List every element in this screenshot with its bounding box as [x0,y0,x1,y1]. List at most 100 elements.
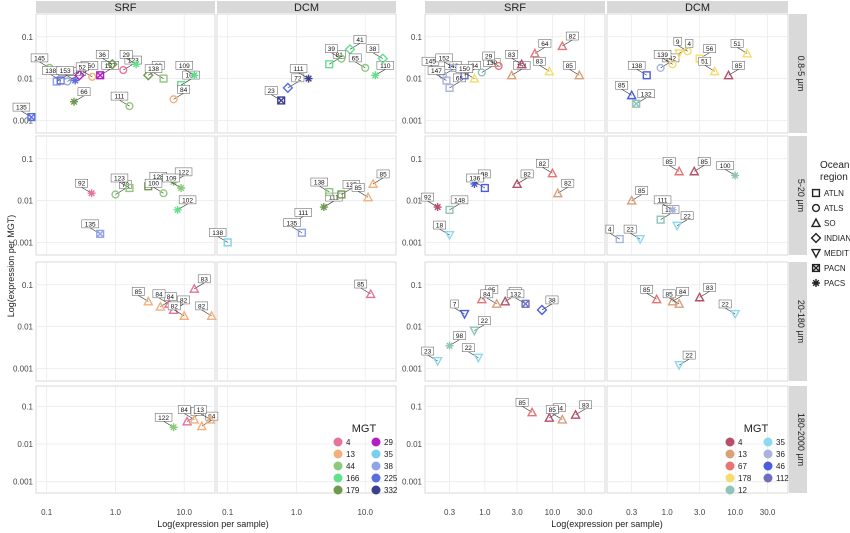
data-label-box [478,316,491,325]
data-point [282,82,294,94]
data-label: 82 [569,34,577,41]
data-label-box [154,413,173,422]
size-fraction-strip [789,262,807,381]
data-label: 9 [676,39,680,46]
data-label-box [351,183,365,192]
data-label-box [289,64,308,73]
data-point [205,414,216,424]
legend-mgt-right-item: 35 [776,438,785,447]
leader-line [102,58,113,65]
y-tick-label: 0.01 [17,440,33,449]
data-label-box [673,37,682,46]
leader-line [541,303,553,311]
data-point [683,47,692,56]
data-label-box [466,173,484,183]
data-label-box [310,177,328,187]
x-tick-label: 0.3 [626,508,638,517]
data-label-box [56,66,74,75]
data-point [432,356,443,367]
data-label-box [75,62,89,72]
leader-line [291,226,303,234]
data-point [63,77,72,86]
data-label-box [291,73,305,83]
data-point [371,71,380,80]
data-label-box [662,289,676,299]
legend-swatch [371,485,381,495]
data-label-box [294,208,312,217]
data-label: 138 [45,68,56,75]
leader-line [660,213,671,220]
data-label-box [718,299,732,309]
data-label: 136 [469,175,480,182]
legend-mgt-left-item: 44 [346,462,355,471]
panel-bg [424,135,606,256]
y-tick-label: 0.1 [22,281,34,290]
data-point [206,310,217,321]
data-label-box [152,289,166,299]
data-label-box [178,195,197,205]
data-label: 145 [425,59,436,66]
panel-bg [606,135,789,256]
data-label: 138 [212,230,223,237]
data-label: 148 [454,197,465,204]
data-label-box [283,218,301,228]
data-label: 151 [516,63,527,70]
data-label-box [427,66,446,75]
data-label: 85 [518,400,526,407]
data-point [189,283,200,293]
column-title: DCM [294,2,319,14]
panel-bg [424,385,606,494]
data-point [673,49,685,59]
panels-layer: SRF 0.1 1.0 10.0 DCM 0.1 1.0 10.0 0.1 0.01 0.001 0.… [12,1,807,517]
y-axis-label: Log(expression per MGT) [6,215,16,318]
data-label: 123 [114,175,125,182]
data-label: 82 [564,181,572,188]
legend-mgt-right-item: 178 [738,474,752,483]
data-label-box [75,178,88,188]
legend-swatch [763,461,773,471]
data-label-box [698,56,712,66]
data-label-box [209,228,227,237]
x-tick-label: 3.0 [694,508,706,517]
data-label: 84 [181,407,189,414]
data-point [337,190,346,199]
legend-mgt-left-title: MGT [352,423,377,435]
data-label: 22 [684,213,692,220]
data-label: 152 [439,55,450,62]
x-tick-label: 30.0 [577,508,593,517]
leader-line [349,43,361,50]
data-label-box [354,279,368,289]
data-label-box [676,287,689,296]
size-fraction-strip [789,136,807,255]
data-point [181,415,193,426]
data-label-box [520,169,534,179]
panel-bg [216,13,397,134]
data-point [119,65,128,75]
data-label: 23 [268,88,276,95]
data-point [626,195,637,205]
y-tick-label: 0.1 [411,155,423,164]
data-point [694,291,705,302]
legend-shape-icon [812,279,820,287]
legend-mgt-left-item: 225 [384,474,398,483]
data-label: 145 [34,55,45,62]
data-label: 29 [485,53,493,60]
data-point [557,40,568,51]
data-label-box [732,61,745,70]
data-label-box [545,405,559,414]
data-point [325,60,334,69]
data-label-box [605,224,614,234]
y-tick-label: 0.01 [406,197,422,206]
x-axis-label-right: Log(expression per sample) [551,519,663,529]
legend-swatch [333,437,343,447]
y-tick-label: 0.1 [22,402,34,411]
legend-title-oceanic-2: region [820,172,848,183]
y-tick-label: 0.01 [17,323,33,332]
leader-line [56,75,67,82]
data-label-box [205,411,219,421]
data-label: 100 [720,163,731,170]
data-label-box [421,192,434,202]
legend-item-oceanic: ATLS [824,204,843,213]
data-label-box [197,274,211,284]
data-point [177,183,186,192]
